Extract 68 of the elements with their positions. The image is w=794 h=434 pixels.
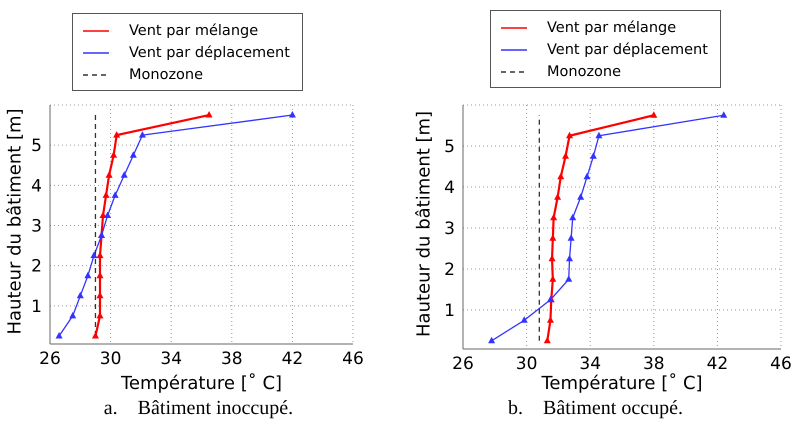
point [84, 272, 92, 278]
y-axis-title: Hauteur du bâtiment [m] [413, 110, 434, 337]
y-tick-label: 4 [444, 178, 455, 198]
x-axis-title: Température [˚ C] [540, 373, 703, 394]
legend-label: Vent par mélange [129, 23, 258, 39]
point [113, 131, 120, 138]
x-tick-label: 38 [220, 349, 243, 370]
point [566, 254, 574, 262]
point [104, 211, 112, 218]
point [544, 336, 551, 344]
point [130, 151, 137, 158]
point [557, 172, 564, 180]
legend-label: Monozone [547, 64, 622, 80]
point [550, 214, 558, 220]
point [650, 111, 658, 118]
point [138, 131, 146, 138]
text: a. Bâtiment inoccupé. [102, 397, 294, 420]
point [90, 252, 98, 258]
x-tick-label: 46 [342, 349, 364, 370]
x-tick-label: 42 [282, 349, 304, 370]
point [562, 152, 570, 159]
point [69, 312, 76, 318]
y-tick-label: 3 [31, 216, 42, 237]
y-tick-label: 2 [31, 256, 42, 277]
x-tick-label: 30 [516, 354, 538, 374]
x-tick-label: 34 [160, 349, 182, 370]
text: b. Bâtiment occupé. [507, 397, 684, 420]
point [577, 193, 584, 200]
legend-label: Vent par mélange [547, 20, 676, 36]
x-tick-label: 34 [579, 354, 602, 374]
y-tick-label: 5 [31, 136, 42, 156]
point [720, 111, 728, 118]
point [488, 336, 496, 344]
y-tick-label: 2 [444, 260, 455, 280]
y-tick-label: 1 [444, 301, 455, 322]
y-tick-label: 4 [31, 176, 42, 196]
point [568, 234, 575, 241]
point [595, 132, 602, 138]
x-tick-label: 26 [452, 354, 474, 374]
point [92, 332, 99, 338]
x-tick-label: 46 [770, 354, 792, 374]
x-axis-title: Température [˚ C] [120, 373, 282, 394]
point [569, 214, 576, 220]
legend-label: Vent par déplacement [129, 45, 290, 61]
point [590, 152, 597, 159]
legend-label: Monozone [129, 67, 204, 83]
point [76, 292, 84, 298]
point [206, 111, 213, 118]
point [56, 332, 63, 338]
x-tick-label: 42 [706, 354, 728, 374]
y-tick-label: 3 [444, 219, 455, 240]
point [96, 252, 104, 258]
y-tick-label: 1 [31, 296, 42, 317]
point [554, 193, 562, 200]
y-tick-label: 5 [444, 137, 455, 158]
x-tick-label: 26 [39, 349, 61, 370]
point [584, 172, 591, 180]
x-tick-label: 30 [100, 349, 122, 370]
point [520, 316, 528, 323]
point [112, 191, 119, 198]
point [566, 132, 574, 138]
x-tick-label: 38 [642, 354, 665, 374]
point [120, 171, 128, 178]
legend-label: Vent par déplacement [547, 42, 708, 58]
point [106, 171, 113, 178]
y-axis-title: Hauteur du bâtiment [m] [4, 108, 26, 334]
point [565, 275, 572, 282]
point [288, 111, 296, 118]
